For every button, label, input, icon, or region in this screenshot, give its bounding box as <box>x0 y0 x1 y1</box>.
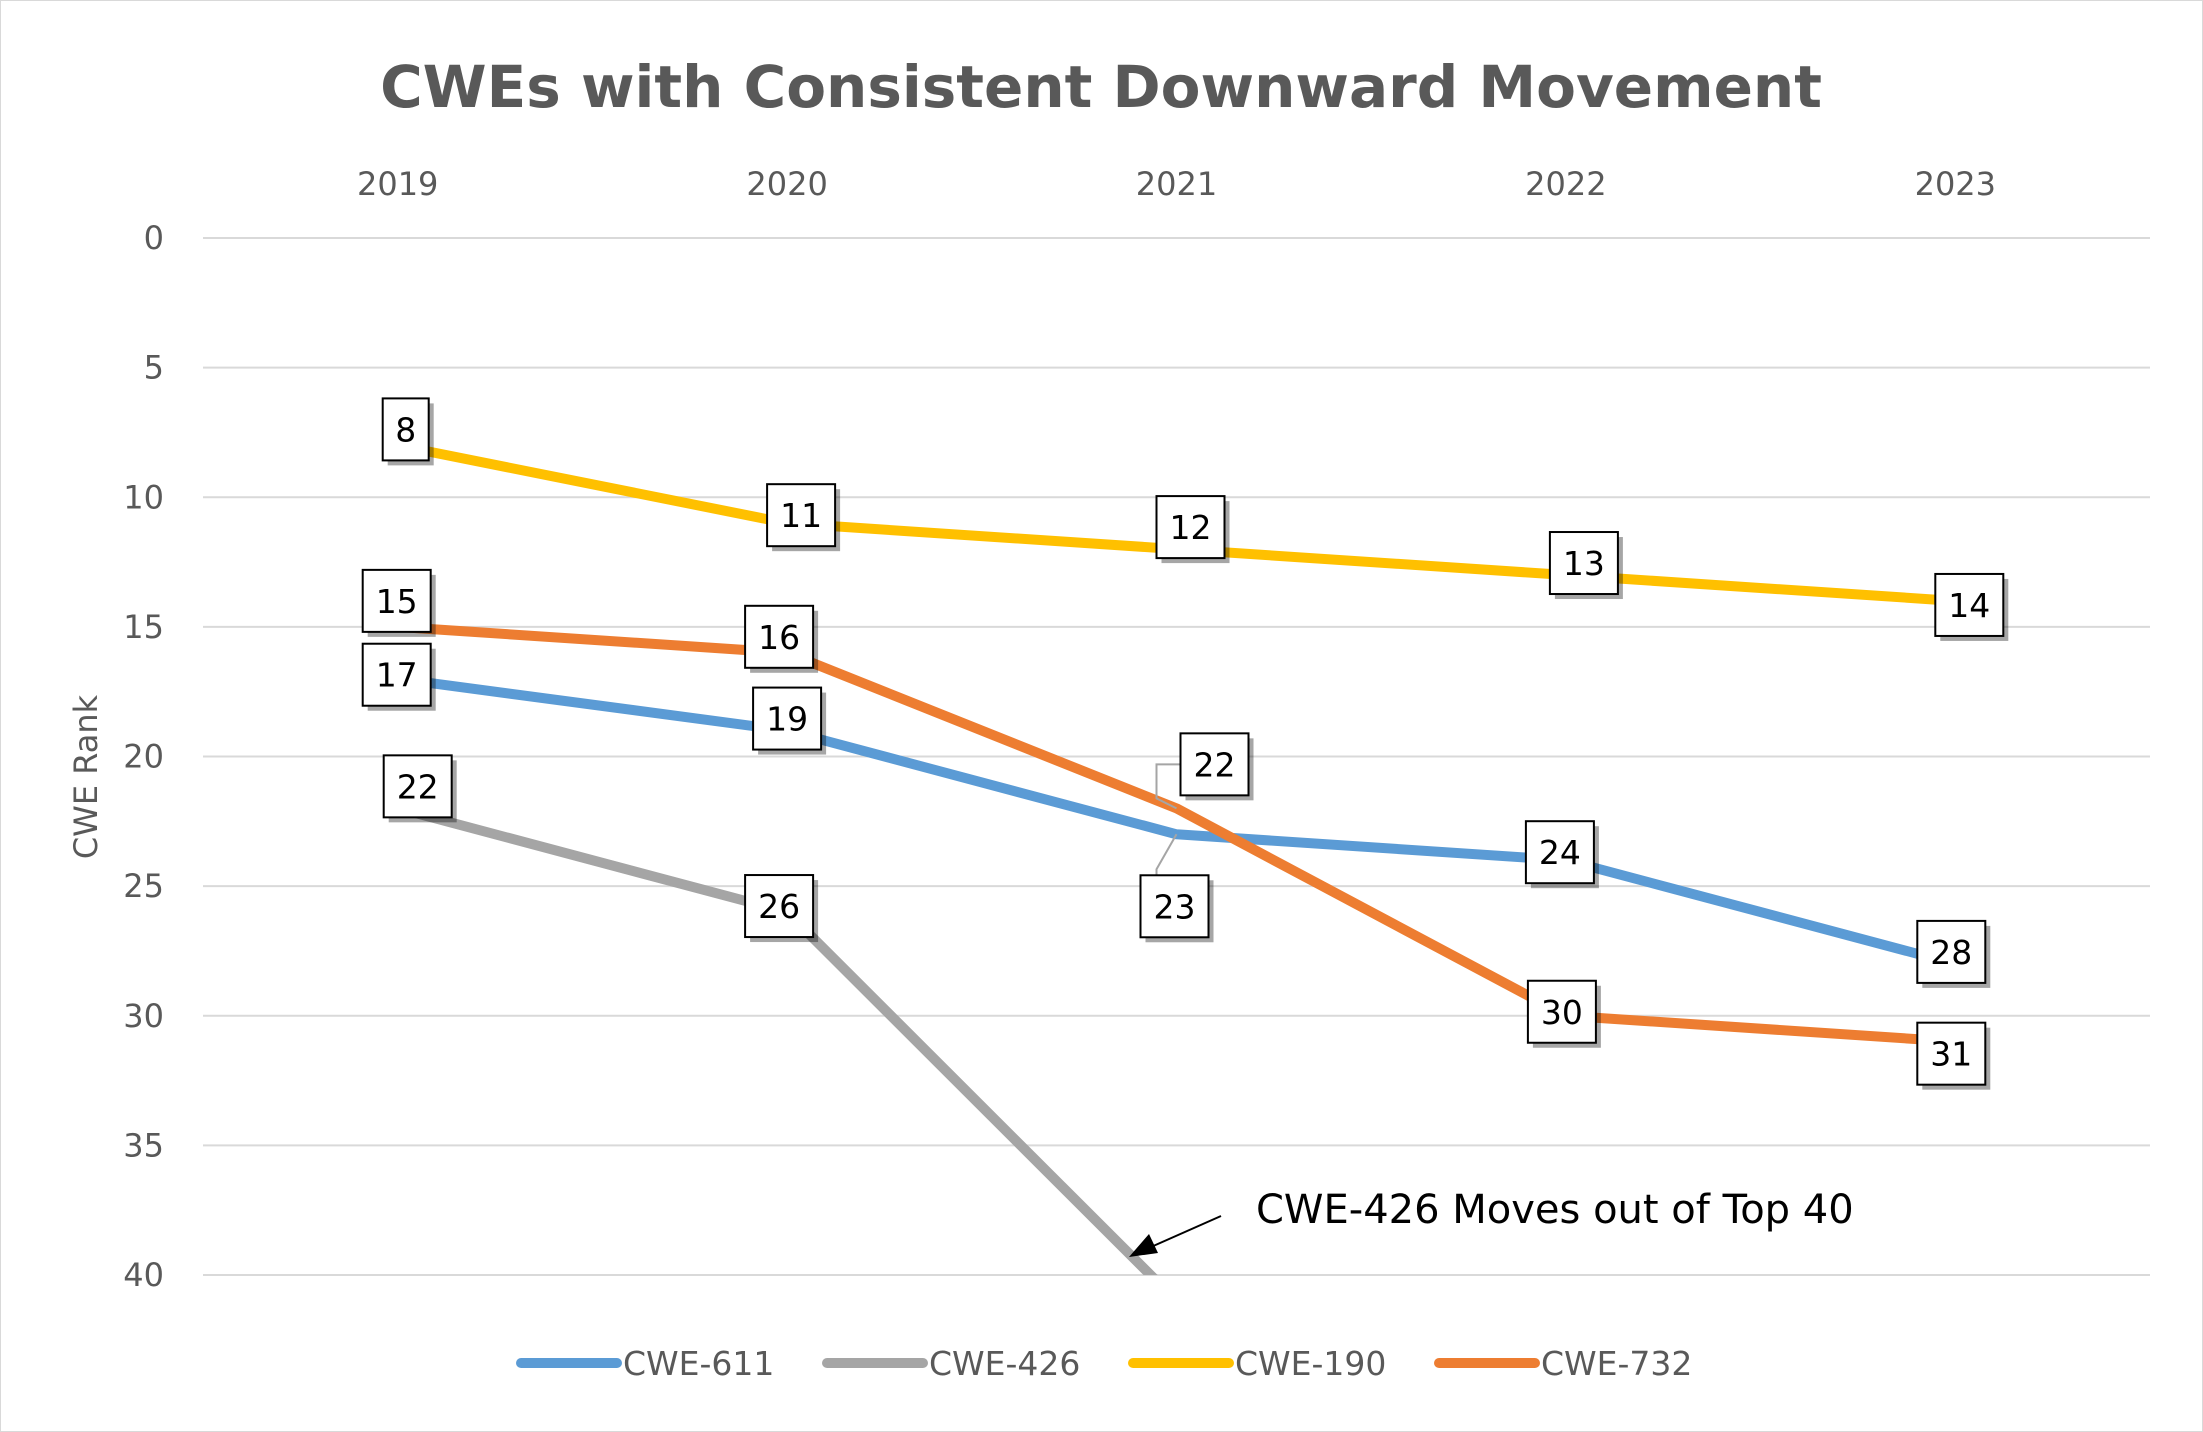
annotation: CWE-426 Moves out of Top 40 <box>1129 1187 1854 1257</box>
label-leader-cwe-611-2021 <box>1155 833 1178 876</box>
data-label-cwe-732-2020: 16 <box>744 604 819 673</box>
svg-text:26: 26 <box>758 887 800 926</box>
y-tick-20: 20 <box>123 738 164 776</box>
svg-text:19: 19 <box>766 700 808 739</box>
y-tick-35: 35 <box>123 1126 164 1164</box>
data-label-cwe-611-2019: 17 <box>361 642 436 711</box>
data-label-cwe-732-2021: 22 <box>1179 732 1254 801</box>
annotation-arrowhead <box>1129 1234 1158 1257</box>
x-tick-2019: 2019 <box>357 165 438 203</box>
data-label-cwe-732-2022: 30 <box>1526 979 1601 1048</box>
svg-text:16: 16 <box>758 618 800 657</box>
data-label-cwe-611-2020: 19 <box>752 686 827 755</box>
svg-text:14: 14 <box>1948 586 1990 625</box>
series-layer <box>392 440 1961 1275</box>
data-label-cwe-190-2021: 12 <box>1155 495 1230 564</box>
data-label-cwe-190-2019: 8 <box>381 397 434 466</box>
y-tick-0: 0 <box>144 219 164 257</box>
svg-text:28: 28 <box>1930 933 1972 972</box>
svg-text:22: 22 <box>397 767 439 806</box>
svg-text:22: 22 <box>1194 745 1236 784</box>
data-label-cwe-732-2019: 15 <box>361 568 436 637</box>
x-axis: 2019 2020 2021 2022 2023 <box>357 165 1996 203</box>
x-tick-2021: 2021 <box>1136 165 1217 203</box>
legend-item-cwe-426: CWE-426 <box>822 1344 1080 1383</box>
data-label-cwe-190-2022: 13 <box>1548 531 1623 600</box>
data-label-cwe-190-2023: 14 <box>1934 572 2009 641</box>
y-tick-30: 30 <box>123 997 164 1035</box>
annotation-text: CWE-426 Moves out of Top 40 <box>1256 1187 1854 1233</box>
svg-text:17: 17 <box>376 656 418 695</box>
y-tick-10: 10 <box>123 478 164 516</box>
x-tick-2023: 2023 <box>1915 165 1996 203</box>
y-tick-25: 25 <box>123 867 164 905</box>
data-label-cwe-611-2021: 23 <box>1139 874 1214 943</box>
label-leaders <box>1155 763 1181 876</box>
y-axis-title: CWE Rank <box>67 694 105 859</box>
svg-text:23: 23 <box>1154 887 1196 926</box>
legend-item-cwe-732: CWE-732 <box>1434 1344 1692 1383</box>
data-label-cwe-426-2019: 22 <box>382 754 457 823</box>
data-label-cwe-732-2023: 31 <box>1916 1021 1991 1090</box>
y-tick-15: 15 <box>123 608 164 646</box>
label-leader-cwe-732-2021 <box>1155 763 1181 810</box>
svg-text:CWE-732: CWE-732 <box>1541 1344 1692 1383</box>
y-tick-5: 5 <box>144 349 164 387</box>
annotation-arrow <box>1150 1215 1222 1248</box>
svg-text:11: 11 <box>780 496 822 535</box>
svg-text:8: 8 <box>395 410 416 449</box>
svg-text:15: 15 <box>376 582 418 621</box>
x-tick-2020: 2020 <box>746 165 827 203</box>
chart-title: CWEs with Consistent Downward Movement <box>380 53 1822 121</box>
legend-item-cwe-611: CWE-611 <box>516 1344 774 1383</box>
legend: CWE-611 CWE-426 CWE-190 CWE-732 <box>516 1344 1692 1383</box>
data-label-cwe-611-2022: 24 <box>1524 820 1599 889</box>
svg-text:24: 24 <box>1539 833 1581 872</box>
gridlines <box>203 237 2150 1276</box>
svg-text:12: 12 <box>1170 508 1212 547</box>
svg-text:30: 30 <box>1541 993 1583 1032</box>
data-label-cwe-190-2020: 11 <box>766 483 841 552</box>
svg-text:CWE-611: CWE-611 <box>623 1344 774 1383</box>
y-axis: 0 5 10 15 20 25 30 35 40 <box>123 219 164 1294</box>
svg-text:CWE-190: CWE-190 <box>1235 1344 1386 1383</box>
data-label-cwe-611-2023: 28 <box>1916 919 1991 988</box>
legend-item-cwe-190: CWE-190 <box>1128 1344 1386 1383</box>
svg-text:13: 13 <box>1563 544 1605 583</box>
data-labels: 17 19 23 24 28 22 26 8 11 12 13 14 15 16 22 30 31 <box>361 397 2009 1090</box>
svg-text:31: 31 <box>1930 1035 1972 1074</box>
y-tick-40: 40 <box>123 1256 164 1294</box>
x-tick-2022: 2022 <box>1525 165 1606 203</box>
data-label-cwe-426-2020: 26 <box>744 874 819 943</box>
svg-text:CWE-426: CWE-426 <box>929 1344 1080 1383</box>
